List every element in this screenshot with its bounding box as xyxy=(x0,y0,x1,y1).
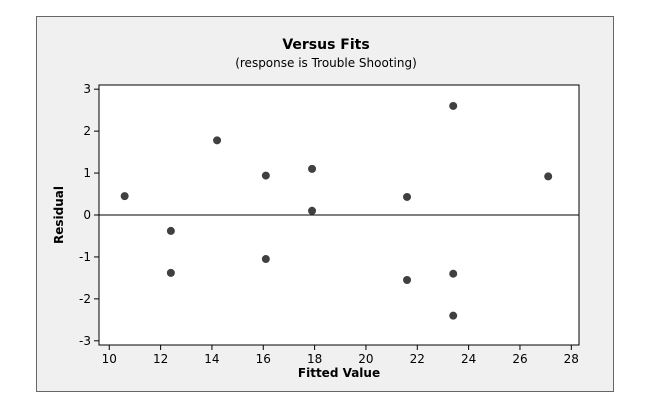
y-tick-label: 0 xyxy=(83,208,91,222)
y-tick-label: -3 xyxy=(79,334,91,348)
x-tick-label: 18 xyxy=(307,352,322,366)
x-tick-label: 14 xyxy=(204,352,219,366)
data-point xyxy=(544,172,553,181)
y-tick-label: 1 xyxy=(83,166,91,180)
x-axis-label: Fitted Value xyxy=(298,366,380,380)
data-point xyxy=(261,171,270,180)
scatter-chart: Versus Fits (response is Trouble Shootin… xyxy=(52,37,580,380)
x-tick-label: 12 xyxy=(153,352,168,366)
x-tick-label: 26 xyxy=(512,352,527,366)
x-tick-label: 28 xyxy=(564,352,579,366)
data-points xyxy=(120,101,553,320)
data-point xyxy=(403,192,412,201)
y-axis-label: Residual xyxy=(52,186,66,244)
data-point xyxy=(166,268,175,277)
chart-frame: Versus Fits (response is Trouble Shootin… xyxy=(36,16,614,392)
y-tick-label: -1 xyxy=(79,250,91,264)
x-tick-label: 22 xyxy=(410,352,425,366)
x-tick-label: 24 xyxy=(461,352,476,366)
data-point xyxy=(261,255,270,264)
x-tick-label: 10 xyxy=(102,352,117,366)
data-point xyxy=(449,101,458,110)
data-point xyxy=(308,164,317,173)
chart-subtitle: (response is Trouble Shooting) xyxy=(235,56,417,70)
data-point xyxy=(308,206,317,215)
data-point xyxy=(120,192,129,201)
data-point xyxy=(403,276,412,284)
x-axis: 10 12 14 16 18 20 22 24 26 28 xyxy=(102,345,579,366)
chart-title: Versus Fits xyxy=(282,37,369,53)
data-point xyxy=(166,226,175,235)
y-tick-label: -2 xyxy=(79,292,91,306)
y-axis: -3 -2 -1 0 1 2 3 xyxy=(79,82,99,348)
data-point xyxy=(449,311,458,320)
x-tick-label: 16 xyxy=(256,352,271,366)
y-tick-label: 3 xyxy=(83,82,91,96)
data-point xyxy=(449,269,458,278)
x-tick-label: 20 xyxy=(358,352,373,366)
y-tick-label: 2 xyxy=(83,124,91,138)
data-point xyxy=(213,136,222,145)
